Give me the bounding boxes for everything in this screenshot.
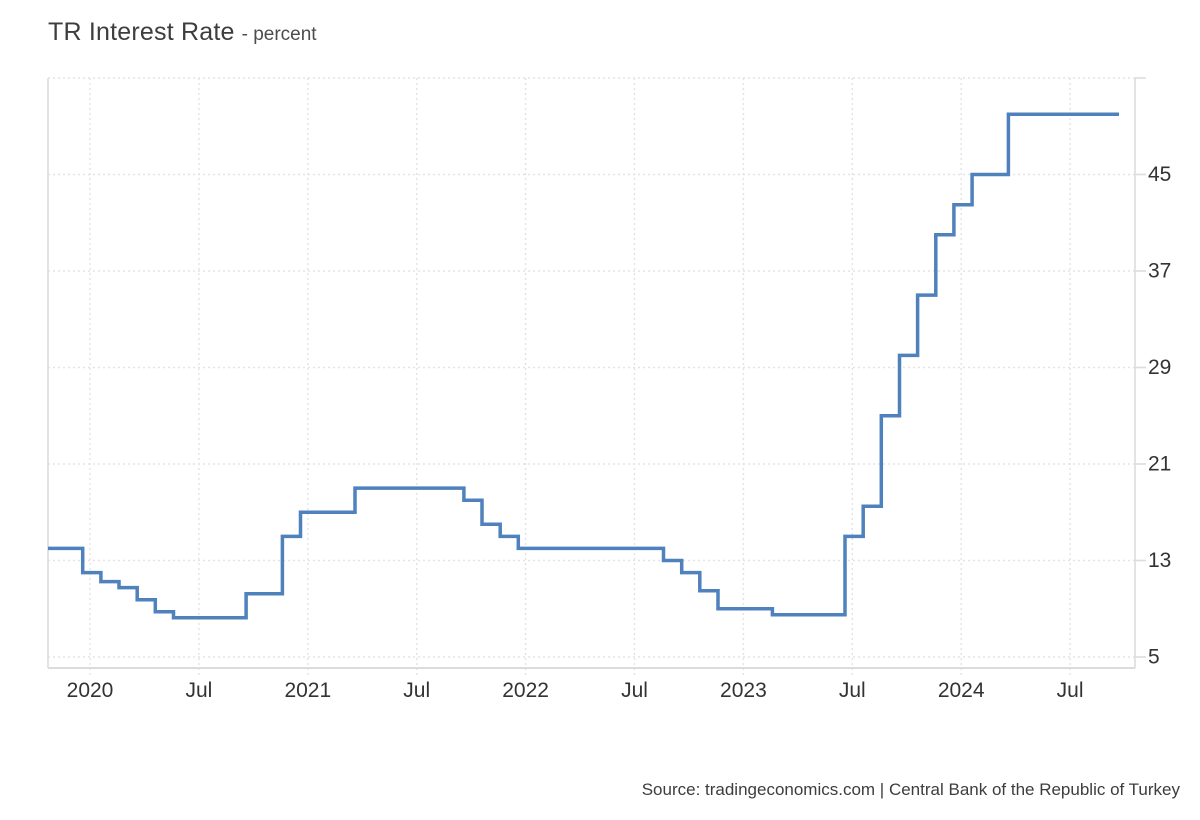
x-tick-label: Jul: [403, 679, 430, 702]
x-tick-label: 2024: [938, 679, 985, 702]
interest-rate-step-chart[interactable]: 45 37 29 21 13 5 2020 Jul 2021 Jul 2022 Jul 2023 Jul 2…: [0, 0, 1200, 740]
x-tick-label: Jul: [621, 679, 648, 702]
y-tick-label: 5: [1148, 646, 1160, 669]
chart-title-text: TR Interest Rate: [48, 18, 235, 46]
y-tick-label: 37: [1148, 260, 1171, 283]
source-attribution: Source: tradingeconomics.com | Central B…: [641, 780, 1180, 799]
y-tick-label: 13: [1148, 549, 1171, 572]
y-tick-label: 45: [1148, 163, 1171, 186]
x-tick-label: 2021: [284, 679, 331, 702]
x-tick-label: 2023: [720, 679, 767, 702]
chart-title: TR Interest Rate - percent: [48, 18, 317, 47]
y-tick-label: 21: [1148, 453, 1171, 476]
y-tick-label: 29: [1148, 356, 1171, 379]
x-tick-label: Jul: [1057, 679, 1084, 702]
x-tick-label: Jul: [839, 679, 866, 702]
chart-subtitle-text: - percent: [241, 24, 317, 45]
series-line: [48, 112, 1119, 620]
x-tick-label: 2020: [67, 679, 114, 702]
x-tick-label: 2022: [502, 679, 549, 702]
x-tick-label: Jul: [185, 679, 212, 702]
